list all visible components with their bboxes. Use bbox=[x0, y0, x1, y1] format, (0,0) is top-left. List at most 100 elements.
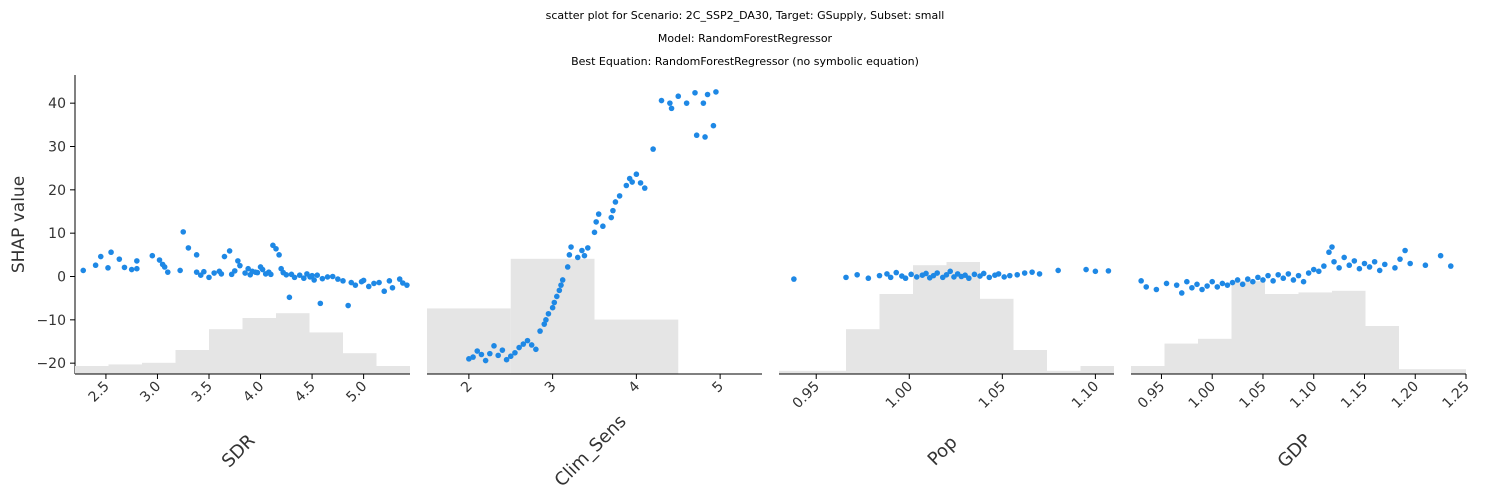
pop-hist-bar bbox=[879, 294, 913, 374]
clim-sens-scatter-point bbox=[650, 146, 656, 152]
sdr-scatter-point bbox=[211, 270, 217, 276]
sdr-scatter-point bbox=[92, 262, 99, 269]
sdr-scatter-point bbox=[218, 271, 225, 277]
pop-x-axis-label: Pop bbox=[924, 432, 962, 470]
clim-sens-scatter-point bbox=[482, 357, 489, 364]
clim-sens-scatter-point bbox=[541, 321, 548, 327]
pop-x-tick-label-1: 1.00 bbox=[883, 379, 916, 412]
clim-sens-hist-bar bbox=[510, 258, 595, 374]
pop-scatter-point bbox=[986, 274, 993, 281]
gdp-hist-bar bbox=[1332, 290, 1366, 374]
pop-hist-bar bbox=[812, 370, 846, 374]
y-tick-label-3: 10 bbox=[48, 226, 66, 242]
gdp-scatter-point bbox=[1250, 278, 1256, 285]
gdp-scatter-point bbox=[1143, 284, 1150, 290]
clim-sens-scatter-point bbox=[629, 179, 635, 185]
clim-sens-scatter-point bbox=[595, 211, 602, 217]
gdp-scatter-point bbox=[1224, 282, 1231, 288]
clim-sens-scatter-point bbox=[487, 350, 493, 357]
sdr-scatter-point bbox=[193, 252, 200, 258]
sdr-scatter-point bbox=[386, 278, 393, 284]
sdr-scatter-point bbox=[134, 265, 140, 272]
gdp-scatter-point bbox=[1189, 284, 1195, 291]
sdr-x-tick-label-5: 5.0 bbox=[343, 379, 370, 406]
clim-sens-hist-bar bbox=[594, 319, 679, 374]
gdp-scatter-point bbox=[1331, 258, 1337, 265]
sdr-scatter-point bbox=[314, 272, 321, 279]
gdp-scatter-point bbox=[1285, 271, 1292, 277]
sdr-scatter-point bbox=[254, 269, 261, 276]
clim-sens-scatter-point bbox=[574, 254, 581, 261]
sdr-scatter-point bbox=[286, 294, 293, 301]
sdr-scatter-point bbox=[235, 258, 241, 264]
gdp-hist-bar bbox=[1432, 369, 1466, 374]
gdp-scatter-point bbox=[1239, 281, 1246, 288]
pop-scatter-point bbox=[902, 275, 909, 282]
sdr-scatter-point bbox=[149, 252, 156, 259]
sdr-scatter-point bbox=[108, 249, 114, 256]
gdp-scatter-point bbox=[1209, 278, 1216, 285]
sdr-scatter-point bbox=[245, 265, 251, 272]
pop-x-tick-label-0: 0.95 bbox=[790, 379, 823, 412]
pop-hist-bar bbox=[1013, 350, 1047, 374]
gdp-scatter-point bbox=[1381, 261, 1388, 268]
sdr-scatter-point bbox=[80, 267, 87, 274]
y-tick-label-4: 20 bbox=[48, 183, 66, 199]
sdr-scatter-point bbox=[309, 272, 315, 279]
clim-sens-scatter-point bbox=[591, 229, 598, 236]
gdp-scatter-point bbox=[1392, 265, 1398, 271]
y-tick-label-0: −20 bbox=[36, 356, 66, 372]
sdr-x-tick-label-2: 3.5 bbox=[189, 379, 216, 406]
sdr-scatter-point bbox=[105, 265, 111, 271]
gdp-x-axis-label: GDP bbox=[1274, 430, 1316, 472]
gdp-scatter-point bbox=[1321, 263, 1327, 269]
clim-sens-scatter-point bbox=[499, 347, 506, 353]
pop-scatter-point bbox=[995, 271, 1002, 277]
pop-scatter-point bbox=[943, 271, 950, 278]
clim-sens-scatter-point bbox=[581, 252, 588, 259]
clim-sens-scatter-point bbox=[668, 105, 675, 112]
pop-scatter-point bbox=[913, 274, 920, 280]
pop-scatter-point bbox=[1083, 266, 1089, 273]
sdr-scatter-point bbox=[121, 264, 128, 271]
sdr-scatter-point bbox=[291, 274, 298, 281]
gdp-scatter-point bbox=[1422, 262, 1429, 269]
pop-hist-bar bbox=[779, 370, 813, 374]
sdr-scatter-point bbox=[301, 275, 307, 282]
y-tick-label-6: 40 bbox=[48, 96, 66, 112]
clim-sens-scatter-point bbox=[585, 245, 591, 251]
sdr-hist-bar bbox=[75, 366, 109, 374]
gdp-scatter-point bbox=[1244, 276, 1251, 282]
clim-sens-scatter-point bbox=[520, 341, 527, 347]
gdp-scatter-point bbox=[1255, 274, 1261, 281]
gdp-scatter-point bbox=[1336, 265, 1342, 271]
sdr-scatter-point bbox=[242, 270, 248, 276]
clim-sens-scatter-point bbox=[474, 348, 481, 354]
gdp-scatter-point bbox=[1260, 277, 1266, 283]
gdp-scatter-point bbox=[1361, 260, 1368, 267]
sdr-scatter-point bbox=[226, 248, 233, 254]
sdr-scatter-point bbox=[134, 258, 140, 264]
sdr-hist-bar bbox=[209, 329, 243, 374]
pop-scatter-point bbox=[980, 270, 987, 277]
clim-sens-scatter-point bbox=[623, 182, 630, 189]
gdp-scatter-point bbox=[1178, 290, 1185, 296]
gdp-scatter-point bbox=[1270, 278, 1276, 284]
gdp-scatter-point bbox=[1402, 247, 1408, 254]
pop-scatter-point bbox=[843, 274, 849, 281]
sdr-scatter-point bbox=[283, 271, 290, 278]
pop-scatter-point bbox=[884, 271, 890, 277]
clim-sens-scatter-point bbox=[556, 287, 563, 294]
gdp-scatter-point bbox=[1366, 264, 1373, 270]
clim-sens-scatter-point bbox=[637, 180, 644, 186]
sdr-scatter-point bbox=[399, 280, 406, 286]
sdr-scatter-point bbox=[161, 264, 168, 270]
pop-scatter-point bbox=[1001, 274, 1007, 280]
clim-sens-scatter-point bbox=[545, 310, 552, 317]
clim-sens-x-tick-label-2: 4 bbox=[626, 378, 644, 396]
pop-scatter-point bbox=[1006, 272, 1013, 279]
clim-sens-scatter-point bbox=[692, 89, 698, 96]
clim-sens-scatter-point bbox=[478, 351, 485, 358]
